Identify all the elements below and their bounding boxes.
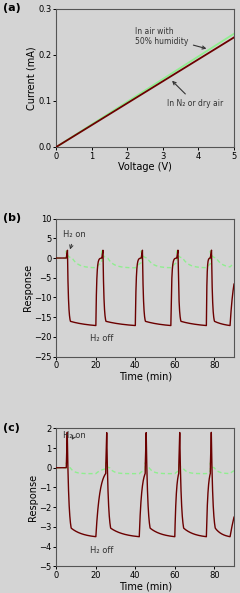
X-axis label: Time (min): Time (min) (119, 372, 172, 382)
Y-axis label: Response: Response (23, 264, 33, 311)
Text: H₂ on: H₂ on (63, 431, 86, 440)
Text: In air with
50% humidity: In air with 50% humidity (135, 27, 205, 49)
Text: (a): (a) (3, 4, 21, 14)
Text: H₂ off: H₂ off (90, 334, 113, 343)
X-axis label: Voltage (V): Voltage (V) (118, 162, 172, 172)
X-axis label: Time (min): Time (min) (119, 582, 172, 592)
Text: (c): (c) (3, 423, 20, 433)
Y-axis label: Current (mA): Current (mA) (27, 46, 37, 110)
Text: (b): (b) (3, 213, 21, 223)
Text: In N₂ or dry air: In N₂ or dry air (167, 82, 223, 108)
Text: H₂ on: H₂ on (63, 230, 86, 248)
Y-axis label: Response: Response (28, 474, 38, 521)
Text: H₂ off: H₂ off (90, 546, 113, 554)
